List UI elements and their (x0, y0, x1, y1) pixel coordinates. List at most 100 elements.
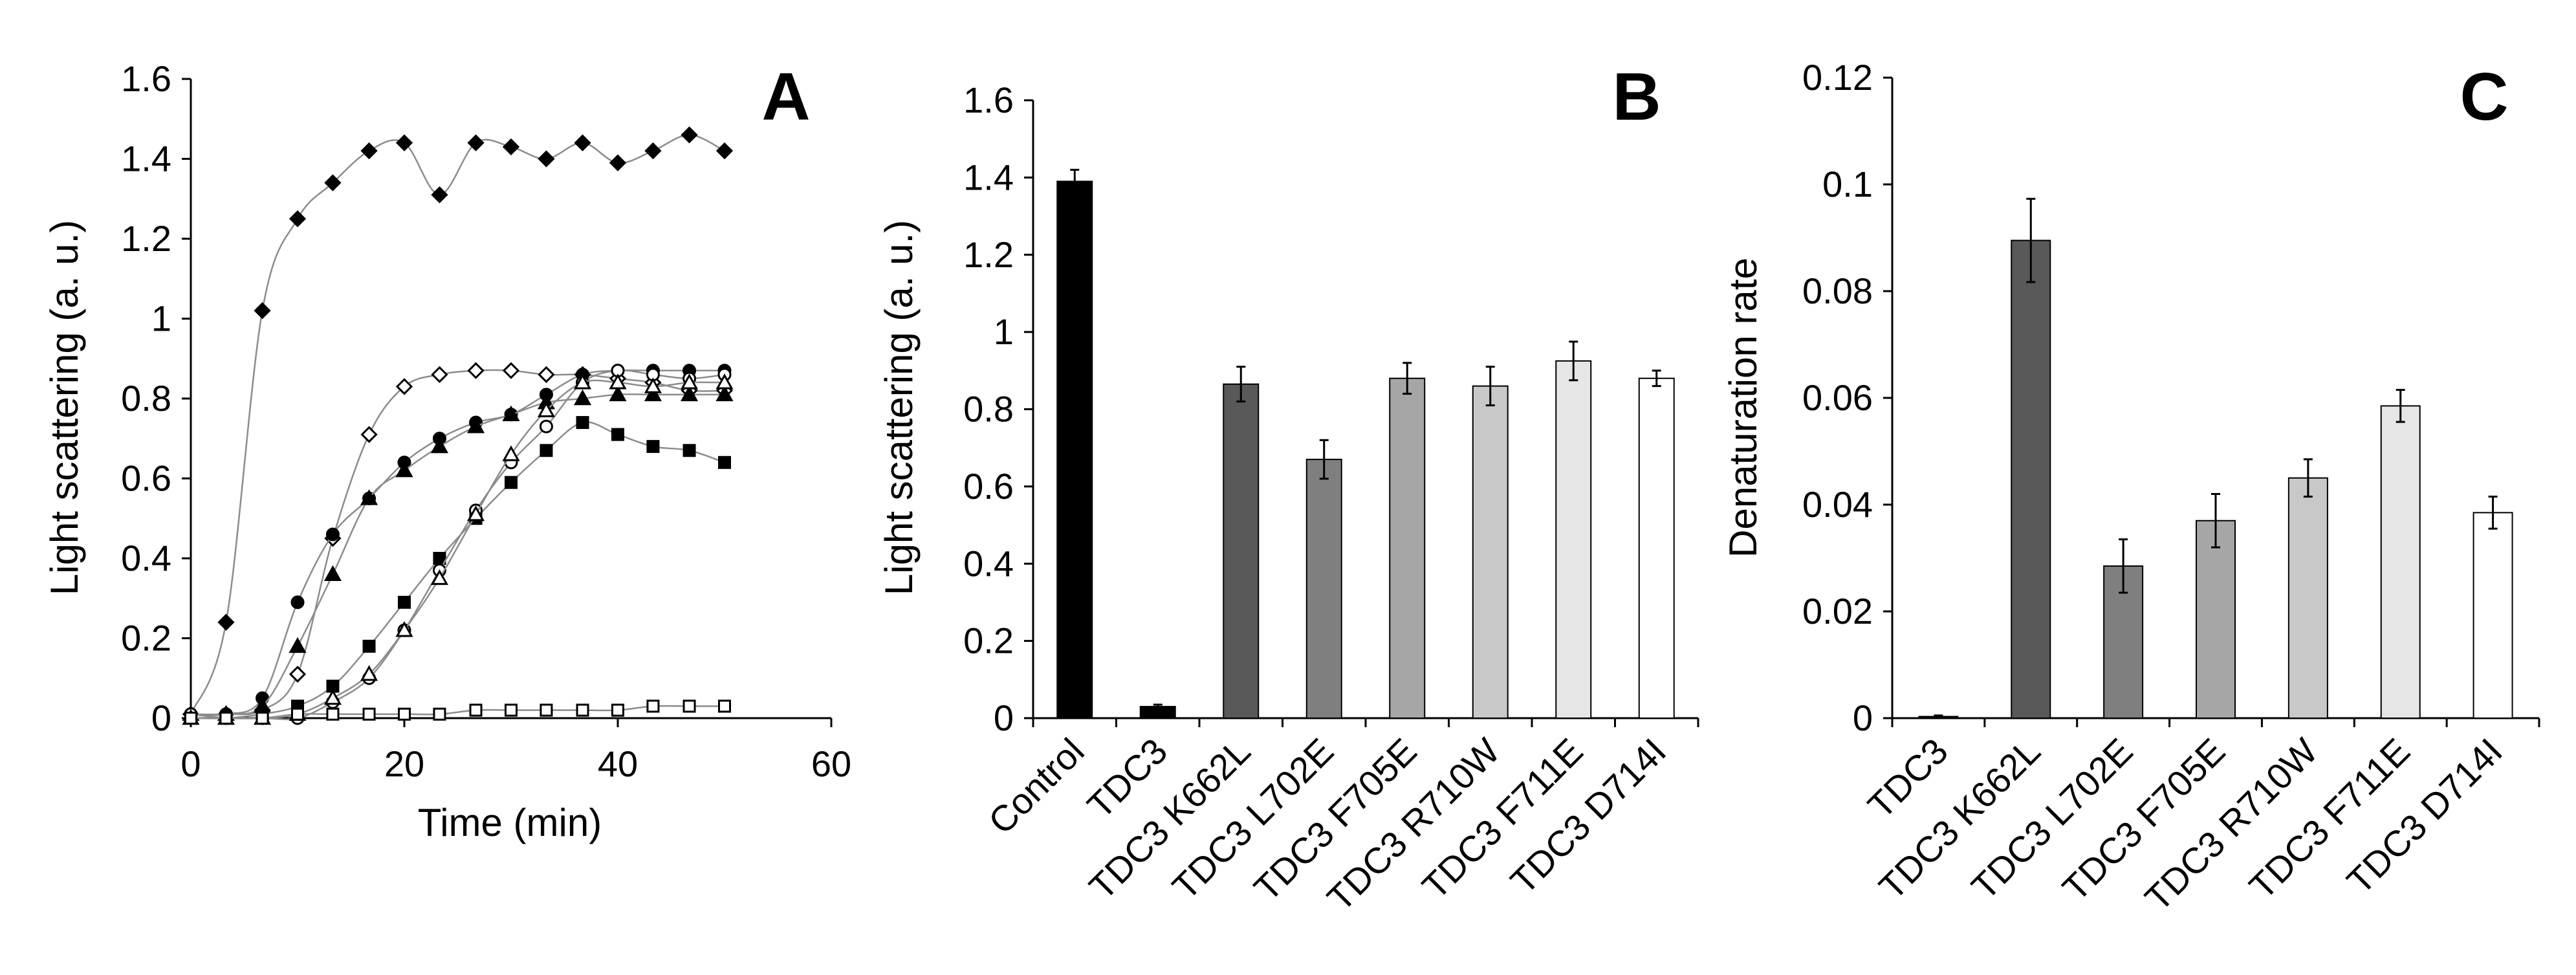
panel-c-bar (2011, 239, 2051, 719)
panel-a-data-point (362, 639, 376, 653)
panel-c-category-label: TDC3 F711E (2242, 730, 2418, 907)
panel-a-data-point (324, 174, 342, 192)
panel-b-category-label: Control (981, 730, 1092, 842)
panel-a-series-tdc3-d714i (184, 364, 732, 725)
panel-a-y-tick-label: 1.4 (121, 138, 171, 179)
panel-a-data-point (469, 703, 483, 717)
panel-c-bar (2103, 565, 2144, 719)
panel-b-label: B (1612, 60, 1661, 135)
panel-a-data-point (574, 373, 592, 389)
panel-a-data-point (291, 707, 304, 721)
panel-a-series-tdc3-l702e (184, 416, 731, 725)
panel-a-data-point (430, 569, 448, 586)
panel-a-data-point (611, 428, 624, 441)
panel-a-data-point (467, 505, 485, 521)
panel-c-y-tick-label: 0.06 (1802, 377, 1873, 418)
panel-a-data-point (254, 302, 271, 320)
panel-b-bar (1305, 459, 1342, 719)
panel-b-y-tick-label: 0.8 (963, 389, 1014, 430)
panel-a-data-point (682, 444, 696, 457)
panel-a-y-axis-title: Light scattering (a. u.) (43, 220, 86, 595)
panel-b-bar (1555, 360, 1592, 719)
panel-a-data-point (644, 142, 662, 160)
panel-a-series-tdc3-k662l (182, 373, 734, 725)
panel-a-y-tick-label: 0.4 (121, 538, 171, 578)
panel-a-data-point (395, 378, 413, 395)
panel-a-data-point (289, 665, 307, 683)
panel-a-data-point (576, 416, 589, 430)
panel-a-data-point (681, 126, 698, 144)
panel-b-y-tick-label: 0.6 (963, 466, 1014, 507)
panel-b-bar (1472, 385, 1509, 719)
panel-b-bar (1638, 377, 1675, 719)
panel-a-y-tick-label: 0.8 (121, 378, 171, 419)
panel-c-bar-chart: C Denaturation rate 0 0.02 0.04 0.06 0.08 0.1… (1721, 57, 2540, 919)
panel-a-data-point (539, 419, 553, 433)
panel-a-data-point (431, 366, 448, 384)
panel-c-bar (2287, 477, 2328, 719)
panel-a-series-line (190, 369, 725, 716)
panel-b-bar-chart: B Light scattering (a. u.) 0 0.2 0.4 0.6 0.8… (877, 60, 1699, 919)
panel-a-x-tick-label: 0 (180, 743, 201, 784)
panel-c-y-tick-label: 0.1 (1822, 164, 1873, 204)
panel-a-label: A (761, 60, 810, 135)
panel-a-series-tdc3 (184, 699, 731, 725)
panel-a-data-point (430, 437, 448, 454)
panel-c-y-tick-label: 0.04 (1802, 484, 1873, 525)
panel-a-x-axis-title: Time (min) (418, 801, 602, 844)
panel-a-data-point (681, 373, 699, 389)
panel-a-data-point (574, 389, 592, 406)
panel-a-data-point (431, 186, 448, 204)
panel-a-line-chart: A Time (min) Light scattering (a. u.) 0 0… (43, 58, 851, 844)
panel-a-data-point (289, 210, 307, 228)
panel-a-x-tick-label: 20 (384, 743, 424, 784)
panel-c-bar (2472, 512, 2513, 719)
panel-c-category-label: TDC3 L702E (1963, 730, 2140, 907)
panel-a-series-control (182, 126, 734, 723)
panel-a-y-tick-label: 0.6 (121, 458, 171, 499)
panel-a-data-point (360, 426, 378, 443)
panel-a-series-tdc3-f711e (182, 362, 734, 723)
panel-c-bar (2196, 520, 2236, 719)
panel-b-y-tick-label: 0.4 (963, 543, 1014, 584)
panel-a-series-line (191, 705, 725, 719)
panel-a-data-point (289, 637, 307, 653)
panel-c-y-tick-label: 0.12 (1802, 57, 1873, 98)
panel-a-data-point (538, 366, 555, 384)
panel-a-series-line (191, 379, 725, 719)
panel-a-data-point (505, 703, 518, 717)
panel-a-data-point (467, 417, 485, 433)
panel-a-data-point (360, 664, 378, 681)
panel-a-data-point (682, 699, 696, 713)
panel-a-data-point (646, 440, 660, 454)
panel-a-data-point (715, 385, 734, 402)
panel-a-data-point (576, 703, 589, 717)
panel-a-y-tick-label: 1.2 (121, 218, 171, 259)
panel-a-data-point (433, 707, 446, 721)
panel-a-data-point (217, 613, 235, 631)
panel-a-data-point (502, 445, 520, 461)
panel-a-data-point (538, 150, 555, 168)
panel-a-data-point (326, 707, 340, 721)
panel-a-data-point (467, 134, 485, 151)
panel-c-y-tick-label: 0 (1853, 697, 1873, 738)
panel-a-data-point (715, 373, 734, 389)
panel-a-data-point (681, 385, 699, 402)
panel-a-data-point (398, 707, 411, 721)
panel-a-data-point (290, 595, 305, 609)
panel-a-series-tdc3-r710w (182, 385, 734, 721)
panel-b-y-axis-title: Light scattering (a. u.) (877, 220, 921, 595)
panel-b-y-tick-label: 1 (994, 311, 1014, 352)
panel-b-y-tick-label: 1.2 (963, 234, 1014, 275)
panel-b-y-tick-label: 0 (994, 697, 1014, 738)
panel-b-y-tick-label: 1.4 (963, 157, 1014, 197)
panel-a-x-tick-label: 60 (811, 743, 851, 784)
panel-a-series-line (190, 369, 725, 716)
panel-a-data-point (611, 703, 624, 717)
panel-a-data-point (395, 621, 413, 637)
panel-a-data-point (502, 362, 520, 379)
panel-a-data-point (395, 134, 413, 151)
panel-c-category-label: TDC3 F705E (2055, 730, 2233, 909)
panel-a-data-point (325, 527, 340, 542)
